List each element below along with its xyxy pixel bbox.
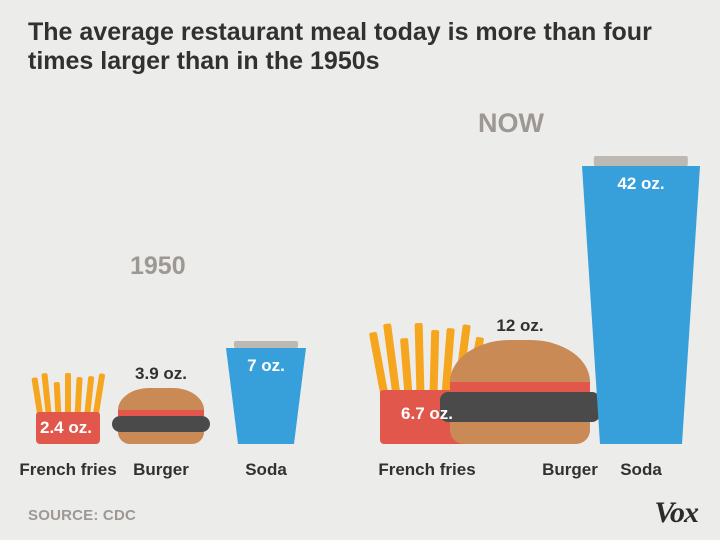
source-label: SOURCE: CDC — [28, 507, 136, 524]
bun-top — [118, 388, 204, 410]
burger-1950 — [118, 388, 204, 444]
bun-top — [450, 340, 590, 382]
fries-now-xlabel: French fries — [372, 460, 482, 480]
era-label-1950: 1950 — [130, 252, 186, 281]
burger-icon — [118, 388, 204, 444]
bun-bottom — [118, 432, 204, 444]
soda-now-xlabel: Soda — [586, 460, 696, 480]
patty — [112, 416, 210, 432]
bun-bottom — [450, 422, 590, 444]
fries-now-value: 6.7 oz. — [374, 404, 480, 424]
soda-cup-icon — [582, 166, 700, 444]
burger-now — [450, 340, 590, 444]
soda-lid — [594, 156, 688, 166]
soda-now-value: 42 oz. — [576, 174, 706, 194]
vox-logo: Vox — [654, 496, 698, 530]
burger-1950-value: 3.9 oz. — [112, 364, 210, 384]
soda-1950-xlabel: Soda — [211, 460, 321, 480]
ketchup — [450, 382, 590, 392]
burger-now-value: 12 oz. — [444, 316, 596, 336]
soda-lid — [234, 341, 298, 348]
soda-1950-value: 7 oz. — [220, 356, 312, 376]
page-title: The average restaurant meal today is mor… — [28, 18, 680, 76]
era-label-now: NOW — [478, 108, 544, 139]
burger-icon — [450, 340, 590, 444]
fries-1950-value: 2.4 oz. — [40, 418, 116, 438]
soda-now — [582, 166, 700, 444]
soda-body — [582, 166, 700, 444]
burger-1950-xlabel: Burger — [106, 460, 216, 480]
